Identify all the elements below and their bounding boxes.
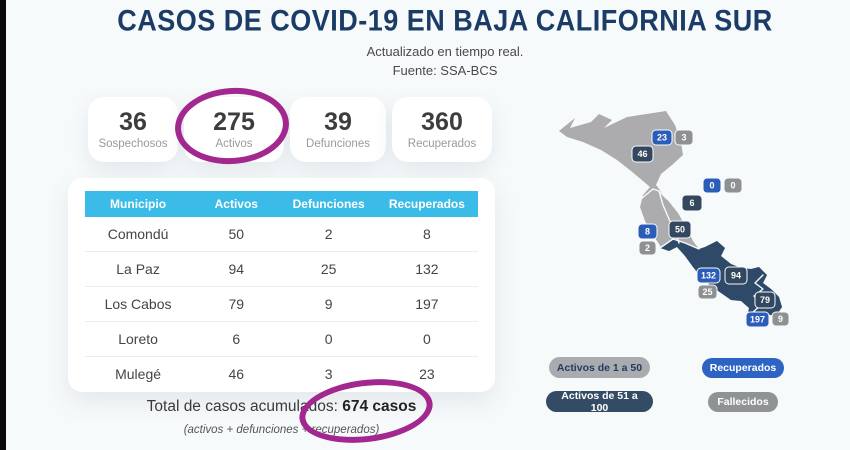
municipality-table-card: Municipio Activos Defunciones Recuperado… [68, 178, 495, 392]
table-row: Loreto 6 0 0 [85, 321, 478, 357]
map-badge-loscabos-recuperados: 197 [745, 311, 770, 328]
map-badge-comondu-recuperados: 8 [637, 223, 658, 240]
svg-text:79: 79 [760, 295, 770, 305]
map-badge-loscabos-fallecidos: 9 [771, 311, 790, 327]
map-badge-lapaz-fallecidos: 25 [697, 284, 718, 300]
svg-text:94: 94 [731, 271, 741, 281]
stat-label: Sospechosos [98, 137, 168, 150]
total-value: 674 casos [342, 398, 417, 415]
table-row: La Paz 94 25 132 [85, 251, 478, 287]
stat-value: 360 [421, 108, 463, 137]
cell-municipio: La Paz [85, 251, 192, 287]
map-badge-loreto-recuperados: 0 [702, 177, 722, 194]
cell-activos: 46 [228, 366, 245, 382]
table-row: Comondú 50 2 8 [85, 217, 478, 252]
data-source: Fuente: SSA-BCS [392, 63, 498, 78]
svg-text:8: 8 [645, 227, 650, 237]
map-badge-loscabos-activos: 79 [754, 291, 776, 309]
map-badge-loreto-fallecidos: 0 [723, 177, 743, 194]
stat-label: Defunciones [306, 137, 370, 150]
svg-text:0: 0 [709, 181, 714, 191]
map-badge-loreto-activos: 6 [681, 194, 703, 212]
map-region-south-dark [660, 239, 782, 322]
cell-municipio: Los Cabos [85, 286, 192, 322]
map-border-lapaz-north [659, 238, 700, 250]
stats-row: 36 Sospechosos 275 Activos 39 Defuncione… [88, 97, 492, 162]
map-badge-comondu-activos: 50 [668, 220, 692, 239]
cell-recuperados: 23 [419, 366, 435, 382]
svg-text:9: 9 [778, 314, 783, 324]
legend-pill-activos-51-100[interactable]: Activos de 51 a 100 [546, 390, 653, 414]
table-header-row: Municipio Activos Defunciones Recuperado… [85, 191, 478, 217]
page-subtitle: Actualizado en tiempo real. [366, 44, 524, 59]
header: CASOS DE COVID-19 EN BAJA CALIFORNIA SUR… [40, 4, 850, 78]
cell-recuperados: 0 [375, 321, 478, 357]
stat-value: 275 [213, 108, 255, 137]
map-badge-comondu-fallecidos: 2 [638, 240, 657, 256]
stat-label: Activos [215, 137, 253, 150]
cell-municipio: Comondú [85, 217, 192, 252]
map-badge-mulege-activos: 46 [631, 145, 654, 163]
left-edge-bar [0, 0, 6, 450]
cell-defunciones: 3 [324, 366, 333, 382]
page-title: CASOS DE COVID-19 EN BAJA CALIFORNIA SUR [117, 4, 773, 38]
svg-text:197: 197 [750, 315, 765, 325]
bcs-choropleth-map: 23 3 46 0 0 6 8 2 [559, 111, 790, 328]
svg-text:46: 46 [637, 149, 647, 159]
cell-activos: 94 [191, 251, 282, 287]
svg-text:25: 25 [702, 287, 712, 297]
svg-text:132: 132 [701, 271, 716, 281]
cell-activos: 50 [191, 217, 282, 252]
cell-recuperados: 197 [375, 286, 478, 322]
svg-text:23: 23 [657, 133, 667, 143]
cell-municipio: Mulegé [115, 366, 162, 382]
map-badge-lapaz-recuperados: 132 [696, 267, 721, 284]
svg-text:3: 3 [681, 133, 686, 143]
map-badge-mulege-fallecidos: 3 [674, 129, 694, 146]
cell-recuperados: 132 [375, 251, 478, 287]
legend-pill-activos-1-50[interactable]: Activos de 1 a 50 [549, 357, 650, 378]
stat-card-sospechosos: 36 Sospechosos [88, 97, 178, 162]
stat-value: 36 [119, 108, 147, 137]
stat-label: Recuperados [407, 137, 477, 150]
totals-block: Total de casos acumulados: 674 casos (ac… [68, 398, 495, 436]
col-header-recuperados: Recuperados [375, 191, 478, 217]
svg-text:0: 0 [730, 181, 735, 191]
cell-defunciones: 25 [281, 251, 376, 287]
municipality-table: Municipio Activos Defunciones Recuperado… [85, 191, 478, 391]
col-header-activos: Activos [191, 191, 282, 217]
legend-pill-fallecidos[interactable]: Fallecidos [708, 392, 778, 412]
svg-text:2: 2 [645, 243, 650, 253]
cell-defunciones: 0 [281, 321, 376, 357]
table-row: Mulegé 46 3 23 [85, 357, 478, 392]
stat-card-recuperados: 360 Recuperados [392, 97, 492, 162]
total-cases-line: Total de casos acumulados: 674 casos [68, 398, 495, 416]
stat-card-activos: 275 Activos [184, 97, 284, 162]
map-border-mulege [640, 188, 668, 200]
map-badge-mulege-recuperados: 23 [651, 129, 673, 146]
stat-value: 39 [324, 108, 352, 137]
table-row: Los Cabos 79 9 197 [85, 286, 478, 322]
cell-recuperados: 8 [375, 217, 478, 252]
svg-text:50: 50 [675, 225, 685, 235]
legend-pill-recuperados[interactable]: Recuperados [702, 358, 784, 378]
cell-defunciones: 9 [281, 286, 376, 322]
svg-text:6: 6 [689, 198, 694, 208]
cell-activos: 79 [191, 286, 282, 322]
cell-activos: 6 [191, 321, 282, 357]
cell-defunciones: 2 [281, 217, 376, 252]
total-note: (activos + defunciones + recuperados) [183, 424, 380, 436]
col-header-municipio: Municipio [85, 191, 192, 217]
col-header-defunciones: Defunciones [281, 191, 376, 217]
cell-municipio: Loreto [85, 321, 192, 357]
stat-card-defunciones: 39 Defunciones [290, 97, 386, 162]
total-label: Total de casos acumulados: [146, 398, 343, 415]
map-badge-lapaz-activos: 94 [724, 266, 748, 285]
